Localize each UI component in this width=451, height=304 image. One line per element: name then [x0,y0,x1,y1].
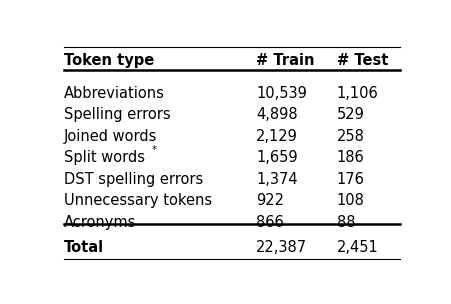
Text: 1,659: 1,659 [256,150,297,165]
Text: 529: 529 [336,107,364,122]
Text: DST spelling errors: DST spelling errors [63,172,202,187]
Text: 2,451: 2,451 [336,240,377,255]
Text: *: * [152,145,156,155]
Text: 176: 176 [336,172,364,187]
Text: Unnecessary tokens: Unnecessary tokens [63,193,211,209]
Text: 4,898: 4,898 [256,107,297,122]
Text: 1,374: 1,374 [256,172,297,187]
Text: 2,129: 2,129 [256,129,297,144]
Text: Split words: Split words [63,150,144,165]
Text: 22,387: 22,387 [256,240,307,255]
Text: 922: 922 [256,193,284,209]
Text: 10,539: 10,539 [256,86,306,101]
Text: 866: 866 [256,215,283,230]
Text: 1,106: 1,106 [336,86,377,101]
Text: # Test: # Test [336,53,387,68]
Text: Total: Total [63,240,103,255]
Text: Joined words: Joined words [63,129,156,144]
Text: # Train: # Train [256,53,314,68]
Text: Token type: Token type [63,53,153,68]
Text: 186: 186 [336,150,364,165]
Text: 108: 108 [336,193,364,209]
Text: Spelling errors: Spelling errors [63,107,170,122]
Text: 88: 88 [336,215,354,230]
Text: 258: 258 [336,129,364,144]
Text: Abbreviations: Abbreviations [63,86,164,101]
Text: Acronyms: Acronyms [63,215,136,230]
